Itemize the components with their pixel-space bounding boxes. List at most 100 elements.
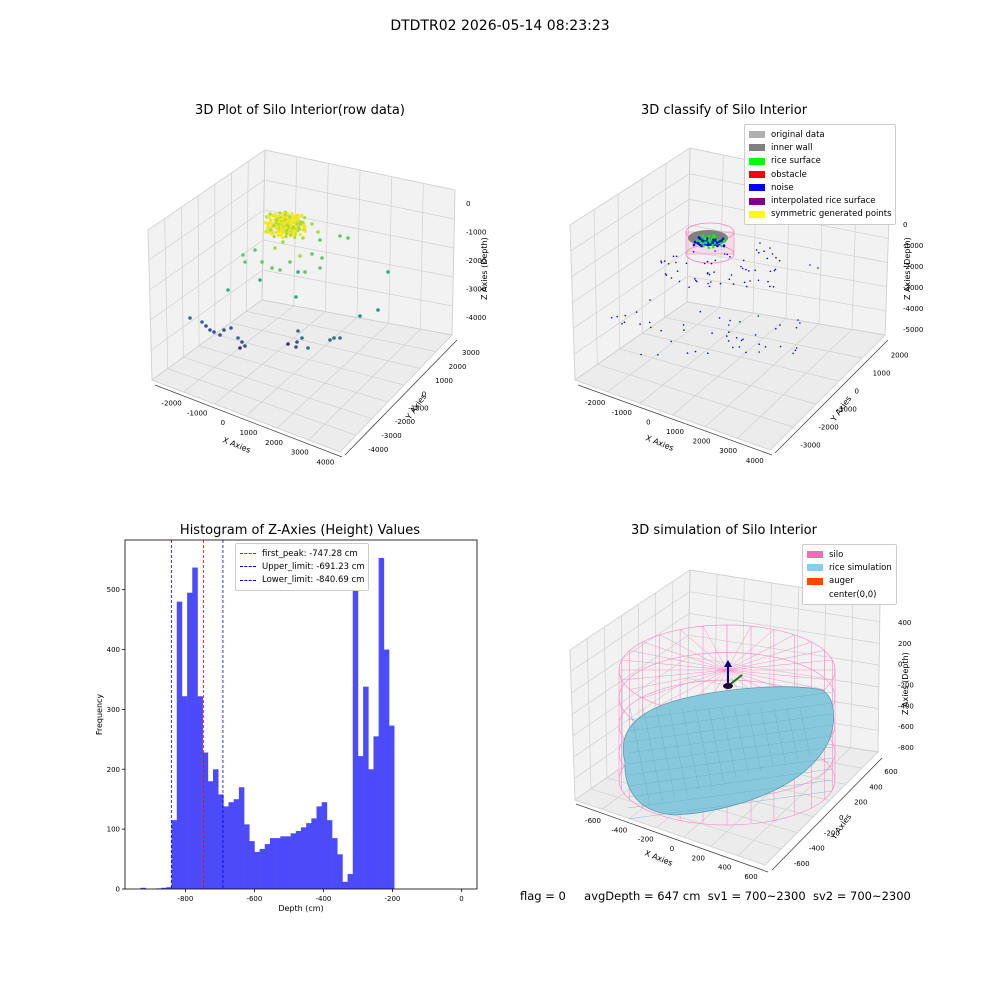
- legend-item: Upper_limit: -691.23 cm: [240, 560, 365, 573]
- histogram-bar: [238, 787, 245, 889]
- p2-point: [712, 245, 715, 249]
- p1-point: [285, 229, 289, 233]
- p2-noise-point: [660, 260, 662, 263]
- legend-item: inner wall: [749, 141, 891, 154]
- histogram-bar: [342, 881, 348, 889]
- rice-mesh-line: [627, 768, 833, 798]
- p1-point: [290, 212, 294, 216]
- p1-z-tick-label: 0: [466, 200, 470, 208]
- rice-mesh-line: [627, 702, 833, 732]
- p1-z-axis-label: Z Axies (Depth): [480, 237, 489, 300]
- legend-item: center(0,0): [807, 588, 892, 601]
- p1-point: [291, 230, 295, 234]
- p2-point: [712, 238, 715, 241]
- p2-point: [711, 241, 715, 244]
- x-tick-label: -200: [385, 895, 401, 903]
- legend-swatch: [807, 577, 823, 585]
- legend-label: interpolated rice surface: [771, 196, 876, 207]
- p2-point: [704, 241, 708, 245]
- p1-point: [269, 232, 274, 236]
- p2-point: [720, 239, 723, 242]
- p4-zgrid: [570, 591, 880, 672]
- y-tick-label: 500: [107, 586, 120, 594]
- p1-x-tick-label: 0: [221, 419, 225, 427]
- histogram-bar: [202, 752, 209, 889]
- p2-noise-point: [792, 352, 794, 355]
- p4-y-tick-label: 400: [869, 783, 882, 791]
- p2-noise-point: [660, 329, 662, 332]
- histogram-bar: [254, 851, 260, 889]
- rice-mesh-line: [629, 707, 651, 806]
- p2-noise-point: [743, 281, 746, 284]
- p1-point: [294, 229, 298, 233]
- histogram-bar: [311, 818, 317, 889]
- rice-mesh-line: [682, 707, 700, 790]
- histogram-bar: [295, 830, 302, 889]
- x-tick-label: -800: [177, 895, 193, 903]
- histogram-bar: [228, 802, 235, 889]
- p2-noise-point: [764, 346, 767, 348]
- p4-y-axis-line: [771, 757, 883, 871]
- p2-noise-point: [778, 259, 781, 262]
- p2-point: [716, 244, 719, 248]
- silo-roof-edge: [726, 641, 812, 671]
- p2-x-tick-label: 1000: [666, 428, 684, 436]
- p2-noise-point: [650, 326, 652, 329]
- histogram-bar: [373, 736, 379, 889]
- p2-noise-point: [635, 311, 638, 313]
- p1-point: [298, 254, 302, 258]
- p1-point: [303, 270, 307, 274]
- simulation-3d-plot: -600-400-2000200400600-600-400-200020040…: [569, 569, 914, 881]
- legend-swatch: [749, 157, 765, 165]
- p2-noise-point: [649, 321, 651, 324]
- p1-point: [288, 260, 292, 264]
- rice-mesh-line: [669, 707, 688, 794]
- legend-item: first_peak: -747.28 cm: [240, 547, 364, 560]
- legend-label: symmetric generated points: [771, 209, 892, 220]
- p2-point: [702, 244, 705, 248]
- rice-mesh-line: [695, 707, 712, 786]
- histogram-bar: [264, 844, 271, 889]
- p2-noise-point: [771, 253, 774, 255]
- histogram-bar: [332, 838, 338, 889]
- x-tick-label: -600: [246, 895, 262, 903]
- p1-point: [229, 326, 233, 330]
- p2-noise-point: [745, 351, 747, 354]
- p1-point: [253, 248, 257, 252]
- p2-noise-point: [741, 267, 744, 270]
- p1-point: [288, 233, 293, 237]
- p2-z-tick-label: -5000: [903, 326, 923, 334]
- p2-noise-point: [772, 286, 775, 288]
- p1-point: [346, 236, 350, 240]
- p4-y-tick-label: 600: [884, 768, 897, 776]
- p2-noise-point: [748, 270, 750, 272]
- p2-x-tick-label: 4000: [746, 457, 764, 465]
- p4-z-tick-label: -600: [898, 723, 914, 731]
- p1-point: [278, 268, 282, 272]
- p1-point: [295, 214, 299, 218]
- silo-roof-edge: [679, 629, 728, 671]
- p2-point: [706, 243, 709, 246]
- p2-noise-point: [713, 271, 715, 273]
- p2-noise-point: [711, 332, 713, 334]
- p2-point: [696, 241, 699, 245]
- rice-mesh-line: [627, 790, 833, 820]
- legend-item: Lower_limit: -840.69 cm: [240, 574, 364, 587]
- rice-mesh-line: [786, 707, 798, 759]
- p2-noise-point: [779, 345, 782, 348]
- p2-noise-point: [621, 323, 623, 325]
- legend-item: original data: [749, 128, 891, 141]
- p2-noise-point: [706, 272, 709, 275]
- silo-roof-edge: [659, 669, 728, 706]
- p1-point: [276, 233, 280, 237]
- legend-label: auger: [829, 576, 854, 587]
- p1-point: [295, 222, 299, 226]
- p1-point: [265, 226, 269, 230]
- rice-mesh-line: [627, 757, 833, 787]
- p1-point: [278, 217, 282, 221]
- histogram-bar: [213, 769, 219, 889]
- histogram-bar: [197, 696, 203, 889]
- p2-x-tick-label: 3000: [719, 447, 737, 455]
- p2-noise-point: [773, 269, 776, 272]
- p2-noise-point: [755, 249, 758, 251]
